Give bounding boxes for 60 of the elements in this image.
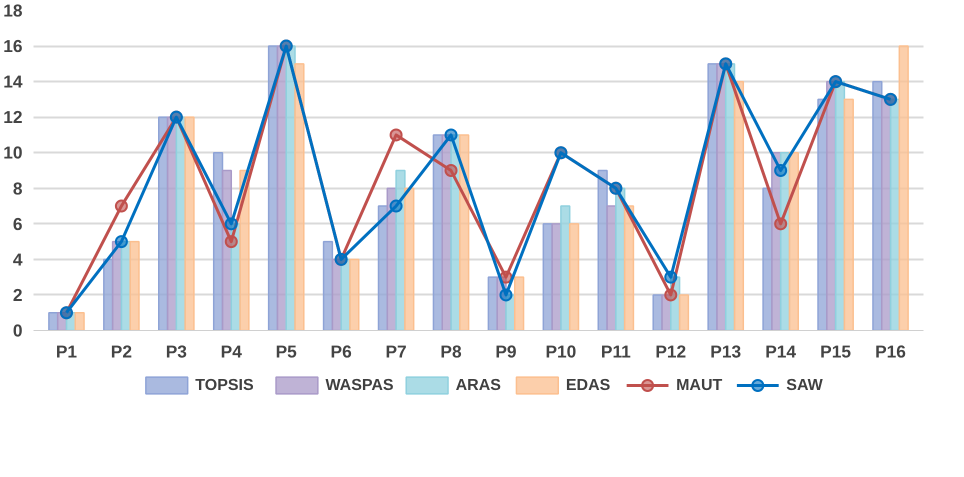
bar — [349, 258, 360, 330]
point — [114, 235, 128, 248]
y-tick-label: 2 — [12, 284, 23, 305]
bar — [184, 116, 195, 330]
legend-label: WASPAS — [325, 377, 394, 394]
x-tick-label: P1 — [56, 342, 78, 362]
bar — [734, 80, 744, 330]
legend-label: TOPSIS — [195, 377, 254, 394]
bar — [459, 134, 470, 330]
point — [444, 128, 458, 142]
bar — [624, 205, 634, 330]
point — [114, 200, 128, 213]
x-tick-label: P10 — [545, 342, 576, 362]
bar — [844, 98, 854, 330]
point — [390, 128, 403, 142]
y-tick-label: 8 — [12, 178, 23, 198]
x-tick-label: P2 — [110, 342, 132, 362]
legend-label: EDAS — [566, 377, 611, 394]
y-tick-label: 18 — [3, 0, 23, 20]
bar — [74, 312, 85, 330]
legend-label: MAUT — [676, 377, 723, 394]
bar — [568, 223, 580, 330]
point — [664, 288, 678, 302]
x-tick-label: P6 — [330, 342, 352, 362]
y-tick-label: 16 — [3, 36, 23, 56]
x-tick-label: P4 — [220, 342, 242, 362]
x-tick-label: P15 — [820, 342, 852, 362]
legend-label: SAW — [786, 377, 824, 394]
point — [774, 164, 788, 177]
bar — [294, 63, 305, 330]
bar — [788, 152, 799, 330]
bar — [678, 294, 690, 330]
x-tick-label: P3 — [166, 342, 188, 362]
y-tick-label: 10 — [3, 142, 23, 163]
x-tick-label: P9 — [495, 342, 517, 362]
x-tick-label: P8 — [440, 342, 462, 362]
point — [390, 200, 403, 213]
point — [499, 288, 512, 302]
bar — [898, 45, 909, 330]
x-tick-label: P16 — [875, 342, 906, 362]
bar — [514, 276, 524, 330]
x-tick-label: P12 — [655, 342, 686, 362]
point — [224, 217, 238, 230]
point — [224, 235, 238, 248]
x-tick-label: P13 — [710, 342, 742, 362]
point — [664, 270, 678, 284]
x-tick-label: P14 — [765, 342, 796, 362]
point — [444, 164, 458, 177]
x-tick-label: P7 — [385, 342, 407, 362]
y-tick-label: 6 — [12, 214, 23, 234]
bar — [404, 188, 414, 330]
point — [774, 217, 788, 230]
y-tick-label: 12 — [3, 107, 23, 128]
legend-label: ARAS — [456, 377, 502, 394]
y-tick-label: 14 — [3, 72, 23, 92]
y-tick-label: 0 — [12, 320, 23, 340]
x-tick-label: P5 — [276, 342, 298, 362]
y-tick-label: 4 — [12, 249, 23, 270]
x-tick-label: P11 — [600, 342, 632, 362]
bar — [129, 240, 140, 330]
